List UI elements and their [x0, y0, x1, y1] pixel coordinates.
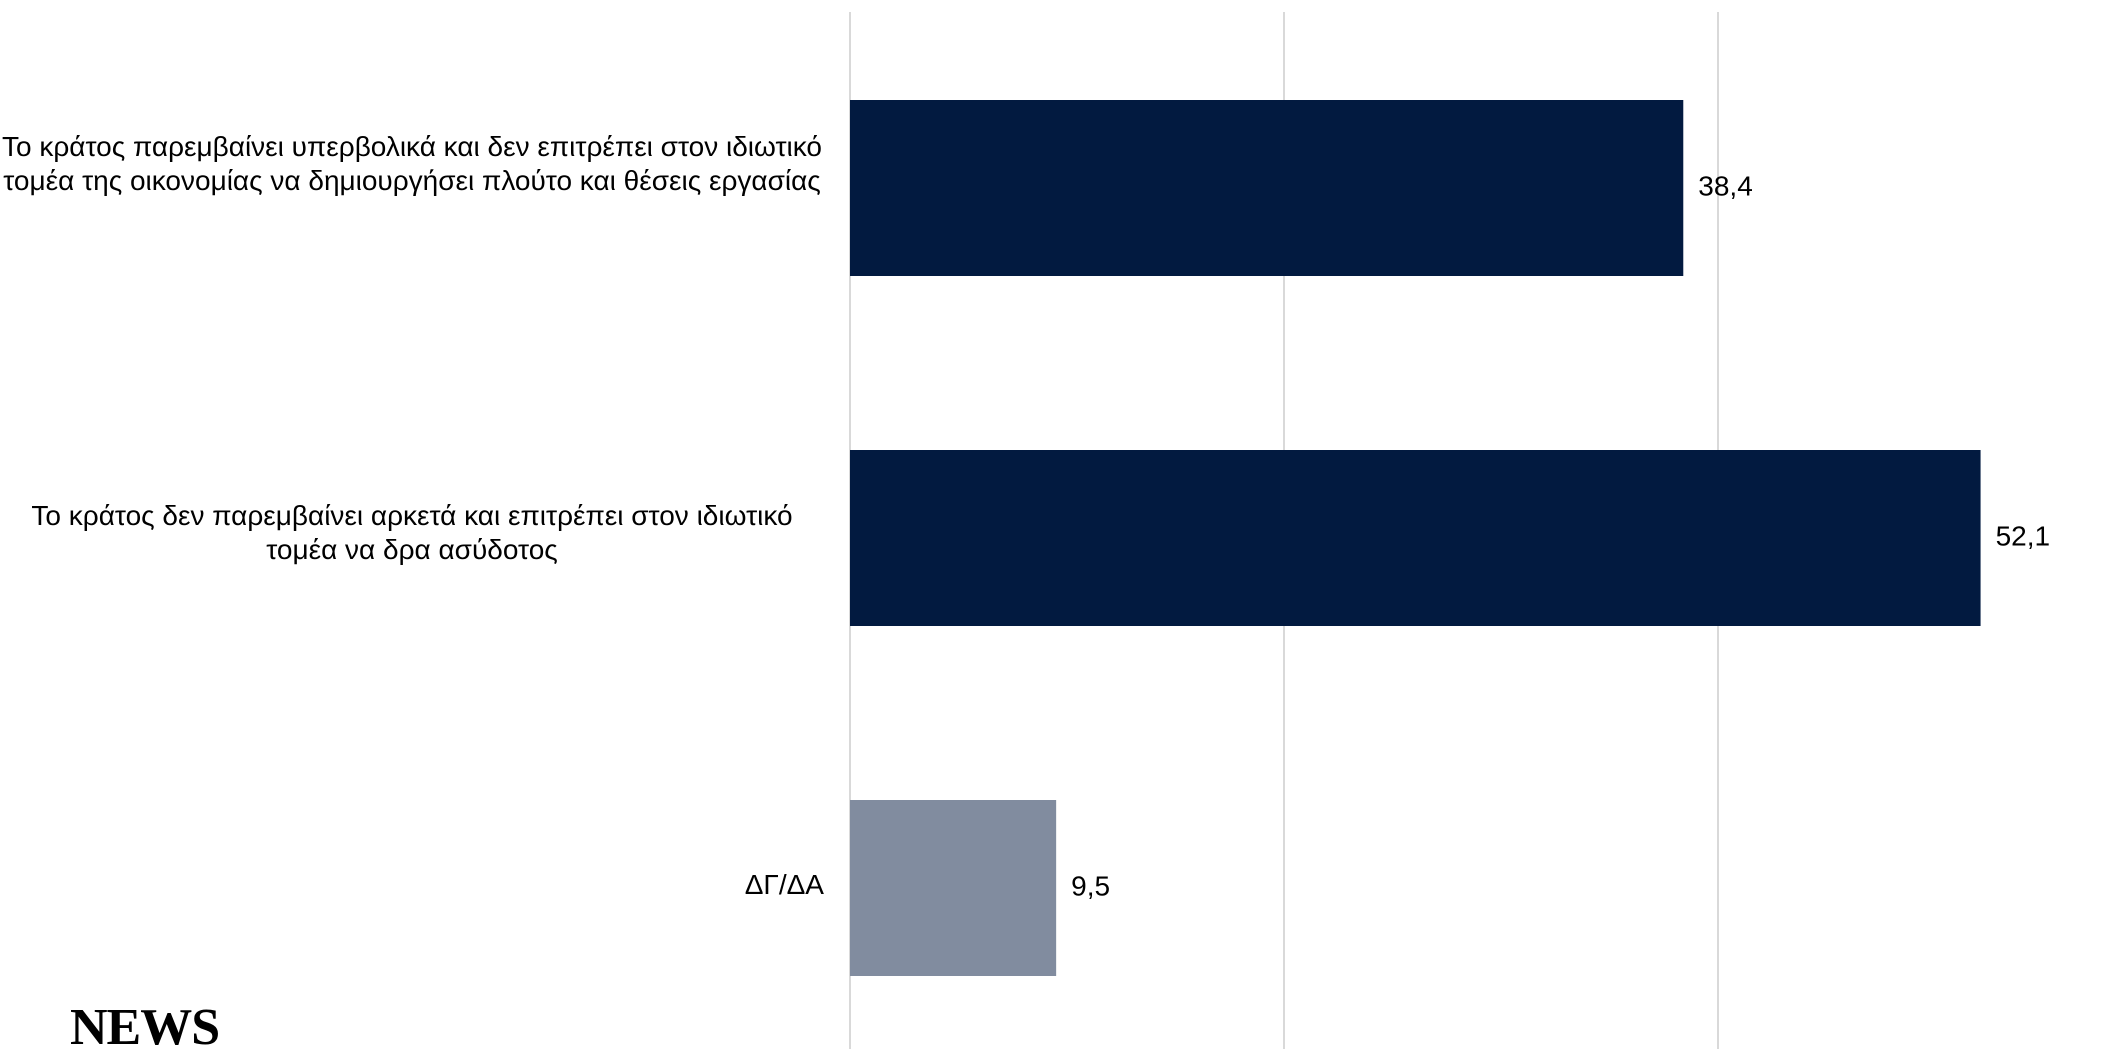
- value-label-3: 9,5: [1071, 870, 1110, 901]
- bar-2: [850, 450, 1981, 626]
- news-logo: NEWS: [70, 999, 220, 1056]
- value-label-2: 52,1: [1996, 520, 2050, 551]
- bar-3: [850, 800, 1057, 976]
- bar-1: [850, 100, 1684, 276]
- value-labels: 38,4 52,1 9,5: [1071, 170, 2050, 901]
- bars: [850, 100, 1981, 976]
- category-label-1: Το κράτος παρεμβαίνει υπερβολικά και δεν…: [2, 131, 822, 196]
- category-label-3: ΔΓ/ΔΑ: [744, 869, 824, 900]
- value-label-1: 38,4: [1698, 170, 1753, 201]
- category-label-2: Το κράτος δεν παρεμβαίνει αρκετά και επι…: [31, 500, 793, 565]
